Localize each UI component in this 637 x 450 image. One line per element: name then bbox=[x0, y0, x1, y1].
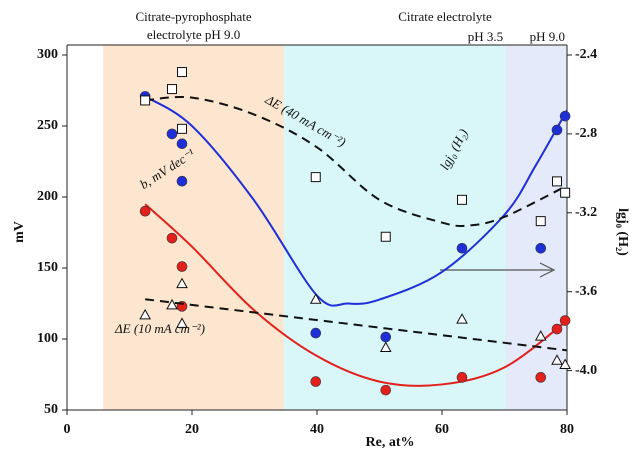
point bbox=[310, 327, 322, 339]
point bbox=[535, 216, 546, 227]
y2-tick-label: -2.8 bbox=[575, 126, 597, 141]
group-label: Citrate electrolyte bbox=[398, 9, 492, 24]
arrow-head bbox=[539, 262, 556, 278]
point bbox=[559, 315, 571, 326]
point bbox=[551, 323, 563, 335]
point bbox=[177, 123, 187, 134]
fit-line bbox=[145, 298, 568, 352]
point bbox=[167, 84, 177, 95]
backgrounds bbox=[103, 45, 567, 410]
y2-tick-label: -3.6 bbox=[575, 284, 597, 299]
fit-line bbox=[145, 95, 568, 228]
point bbox=[560, 187, 571, 198]
y-axis-label: mV bbox=[12, 221, 27, 243]
y-tick-label: 200 bbox=[37, 189, 58, 204]
point bbox=[310, 172, 321, 183]
point bbox=[176, 175, 188, 187]
point bbox=[310, 376, 322, 387]
point bbox=[534, 330, 547, 341]
y-tick-label: 250 bbox=[37, 118, 58, 133]
x-tick-label: 80 bbox=[560, 422, 574, 437]
point bbox=[551, 124, 563, 136]
fit-line bbox=[144, 95, 568, 307]
point bbox=[559, 358, 571, 370]
y2-axis-label: lgj₀ (H₂) bbox=[615, 208, 630, 256]
point bbox=[456, 313, 468, 324]
x-axis-label: Re, at% bbox=[366, 435, 415, 450]
point bbox=[309, 293, 322, 304]
point bbox=[176, 317, 188, 328]
region-label: pH 9.0 bbox=[530, 29, 565, 44]
y-tick-label: 100 bbox=[37, 331, 58, 346]
point bbox=[177, 67, 187, 78]
y-tick-label: 150 bbox=[37, 260, 58, 275]
x-tick-label: 60 bbox=[435, 422, 449, 437]
fit-line bbox=[144, 203, 568, 387]
region bbox=[283, 45, 506, 410]
point bbox=[457, 194, 467, 205]
point bbox=[535, 242, 547, 254]
x-tick-label: 20 bbox=[185, 422, 199, 437]
y-tick-label: 300 bbox=[37, 47, 58, 62]
point bbox=[166, 128, 178, 140]
series-label: ΔE (10 mA cm⁻²) bbox=[114, 321, 205, 336]
y2-tick-label: -3.2 bbox=[575, 205, 597, 220]
point bbox=[176, 277, 188, 289]
point bbox=[379, 341, 392, 353]
point bbox=[456, 242, 468, 254]
point bbox=[139, 308, 151, 320]
x-tick-label: 0 bbox=[64, 422, 71, 437]
x-tick-label: 40 bbox=[310, 422, 324, 437]
region bbox=[505, 45, 567, 410]
point bbox=[176, 261, 188, 272]
region bbox=[103, 45, 284, 410]
point bbox=[551, 354, 563, 365]
point bbox=[456, 372, 468, 383]
y2-tick-label: -4.0 bbox=[575, 363, 597, 378]
y2-tick-label: -2.4 bbox=[575, 47, 597, 62]
y-tick-label: 50 bbox=[44, 402, 58, 417]
point bbox=[559, 110, 571, 122]
point bbox=[139, 205, 151, 217]
point bbox=[535, 372, 547, 383]
point bbox=[166, 232, 178, 244]
point bbox=[380, 331, 392, 343]
region-label: pH 3.5 bbox=[468, 29, 503, 44]
region-label: Citrate-pyrophosphate bbox=[135, 9, 251, 24]
point bbox=[552, 176, 562, 187]
point bbox=[380, 231, 391, 242]
point bbox=[140, 95, 151, 106]
point bbox=[166, 298, 178, 310]
region-label: electrolyte pH 9.0 bbox=[147, 27, 241, 42]
point bbox=[176, 138, 188, 150]
point bbox=[380, 384, 392, 396]
